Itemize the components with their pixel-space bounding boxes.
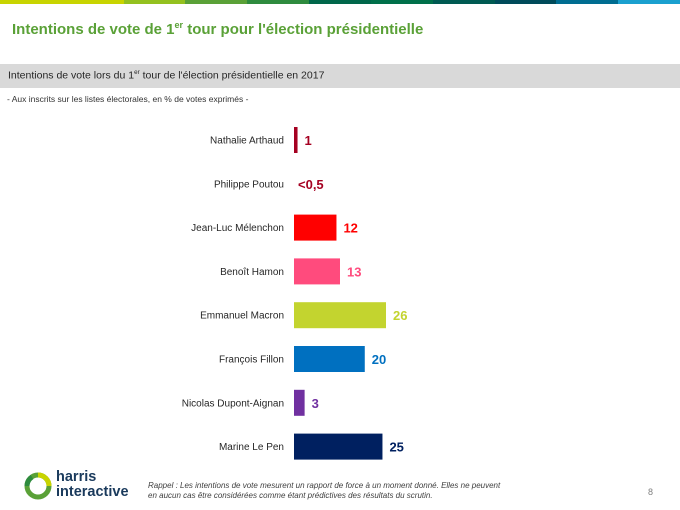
category-label: Benoît Hamon [220, 267, 284, 278]
footnote: Rappel : Les intentions de vote mesurent… [148, 481, 501, 500]
bar [294, 389, 305, 416]
bar [294, 258, 340, 285]
band-segment [556, 0, 619, 4]
bar [294, 214, 337, 241]
category-label: François Fillon [219, 355, 284, 366]
harris-interactive-logo-icon [24, 472, 52, 500]
data-label: 3 [312, 396, 319, 411]
page-title: Intentions de vote de 1er tour pour l'él… [12, 20, 424, 38]
band-segment [61, 0, 124, 4]
bar-chart: Nathalie Arthaud 1 Philippe Poutou <0,5 Jean… [182, 127, 407, 460]
band-segment [247, 0, 310, 4]
band-segment [618, 0, 680, 4]
band-segment [309, 0, 371, 4]
data-label: 12 [343, 221, 357, 236]
category-label: Nicolas Dupont-Aignan [182, 398, 284, 409]
bar [294, 346, 365, 372]
bar [294, 302, 386, 329]
band-segment [370, 0, 433, 4]
data-label: 1 [305, 133, 312, 148]
chart-note: - Aux inscrits sur les listes électorale… [7, 94, 249, 104]
band-segment [432, 0, 495, 4]
data-label: 26 [393, 308, 407, 323]
harris-interactive-logo-text: harris interactive [56, 469, 129, 500]
category-label: Emmanuel Macron [200, 311, 284, 322]
bar [294, 127, 298, 153]
data-label: 20 [372, 352, 386, 367]
data-label: <0,5 [298, 177, 324, 192]
band-segment [494, 0, 557, 4]
data-label: 13 [347, 264, 361, 279]
data-label: 25 [389, 440, 403, 455]
category-label: Philippe Poutou [214, 179, 284, 190]
category-label: Marine Le Pen [219, 442, 284, 453]
chart-subtitle-bar: Intentions de vote lors du 1er tour de l… [0, 64, 680, 88]
header-color-band [0, 0, 680, 4]
bar [294, 433, 383, 460]
page-number: 8 [648, 487, 654, 497]
category-label: Nathalie Arthaud [210, 136, 284, 147]
band-segment [185, 0, 248, 4]
category-label: Jean-Luc Mélenchon [191, 223, 284, 234]
band-segment [123, 0, 186, 4]
band-segment [0, 0, 62, 4]
